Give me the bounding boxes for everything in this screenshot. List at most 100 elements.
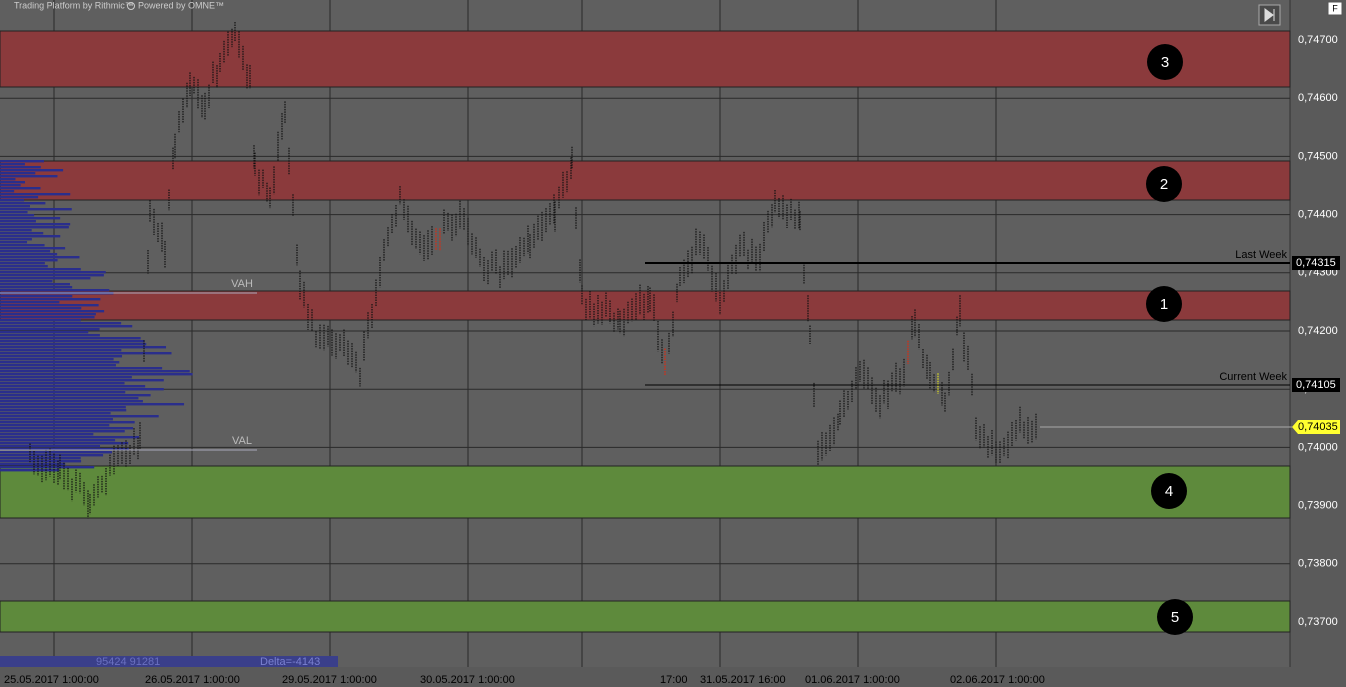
profile-bar <box>0 307 82 310</box>
profile-bar <box>0 208 72 211</box>
price-label: 0,73900 <box>1298 500 1338 512</box>
profile-bar <box>0 271 106 274</box>
profile-bar <box>0 184 21 187</box>
profile-bar <box>0 226 69 229</box>
time-label: 31.05.2017 16:00 <box>700 674 786 686</box>
profile-bar <box>0 406 126 409</box>
zone-marker <box>1146 166 1182 202</box>
profile-bar <box>0 238 32 241</box>
val-label: VAL <box>232 435 252 447</box>
profile-bar <box>0 259 58 262</box>
profile-bar <box>0 427 134 430</box>
profile-bar <box>0 352 172 355</box>
profile-bar <box>0 286 73 289</box>
profile-bar <box>0 451 112 454</box>
time-label: 26.05.2017 1:00:00 <box>145 674 240 686</box>
profile-bar <box>0 430 125 433</box>
zone <box>0 600 1291 633</box>
profile-bar <box>0 289 110 292</box>
current_week-tag <box>1292 378 1340 392</box>
profile-bar <box>0 463 66 466</box>
last_week-tag <box>1292 256 1340 270</box>
profile-bar <box>0 358 114 361</box>
profile-bar <box>0 304 99 307</box>
profile-bar <box>0 205 30 208</box>
profile-bar <box>0 196 39 199</box>
profile-bar <box>0 169 64 172</box>
profile-bar <box>0 382 125 385</box>
time-label: 30.05.2017 1:00:00 <box>420 674 515 686</box>
profile-bar <box>0 337 141 340</box>
profile-bar <box>0 424 110 427</box>
profile-bar <box>0 187 41 190</box>
profile-bar <box>0 361 120 364</box>
time-label: 29.05.2017 1:00:00 <box>282 674 377 686</box>
profile-bar <box>0 244 45 247</box>
delta-box <box>256 656 338 667</box>
profile-bar <box>0 457 81 460</box>
volume-box <box>0 656 256 667</box>
zone-number: 4 <box>1165 483 1173 500</box>
profile-bar <box>0 349 122 352</box>
profile-bar <box>0 379 164 382</box>
price-label: 0,73800 <box>1298 558 1338 570</box>
profile-bar <box>0 247 66 250</box>
last_week-price: 0,74315 <box>1296 257 1336 269</box>
f-button-label: F <box>1332 3 1338 13</box>
profile-bar <box>0 277 91 280</box>
profile-bar <box>0 343 147 346</box>
profile-bar <box>0 325 133 328</box>
profile-bar <box>0 376 132 379</box>
f-button[interactable] <box>1327 1 1343 16</box>
profile-bar <box>0 346 167 349</box>
profile-bar <box>0 442 129 445</box>
profile-bar <box>0 202 46 205</box>
profile-bar <box>0 235 61 238</box>
price-label: 0,74000 <box>1298 441 1338 453</box>
profile-bar <box>0 265 48 268</box>
profile-bar <box>0 319 81 322</box>
profile-bar <box>0 433 94 436</box>
profile-bar <box>0 421 135 424</box>
profile-bar <box>0 178 16 181</box>
logo <box>127 2 135 10</box>
profile-bar <box>0 415 159 418</box>
time-label: 02.06.2017 1:00:00 <box>950 674 1045 686</box>
profile-bar <box>0 469 60 472</box>
profile-bar <box>0 262 45 265</box>
profile-bar <box>0 211 28 214</box>
powered: Powered by OMNE™ <box>138 0 224 10</box>
profile-bar <box>0 385 146 388</box>
profile-bar <box>0 190 15 193</box>
last_week-label: Last Week <box>1235 249 1287 261</box>
profile-bar <box>0 253 58 256</box>
profile-bar <box>0 283 70 286</box>
profile-bar <box>0 175 58 178</box>
profile-bar <box>0 394 151 397</box>
profile-bar <box>0 445 101 448</box>
profile-bar <box>0 241 28 244</box>
profile-bar <box>0 310 105 313</box>
profile-bar <box>0 412 111 415</box>
current-price-tag <box>1292 420 1340 434</box>
profile-bar <box>0 298 101 301</box>
vah-label: VAH <box>231 278 253 290</box>
profile-bar <box>0 313 96 316</box>
zone-number: 3 <box>1161 54 1169 71</box>
profile-bar <box>0 355 123 358</box>
profile-bar <box>0 370 190 373</box>
profile-bar <box>0 403 185 406</box>
current-price: 0,74035 <box>1298 421 1338 433</box>
profile-bar <box>0 232 44 235</box>
time-label: 25.05.2017 1:00:00 <box>4 674 99 686</box>
play-icon <box>1264 8 1275 22</box>
profile-bar <box>0 223 71 226</box>
profile-bar <box>0 250 51 253</box>
profile-bar <box>0 388 164 391</box>
profile-bar <box>0 409 127 412</box>
zone-marker <box>1147 44 1183 80</box>
profile-bar <box>0 229 32 232</box>
profile-bar <box>0 436 140 439</box>
profile-bar <box>0 214 35 217</box>
